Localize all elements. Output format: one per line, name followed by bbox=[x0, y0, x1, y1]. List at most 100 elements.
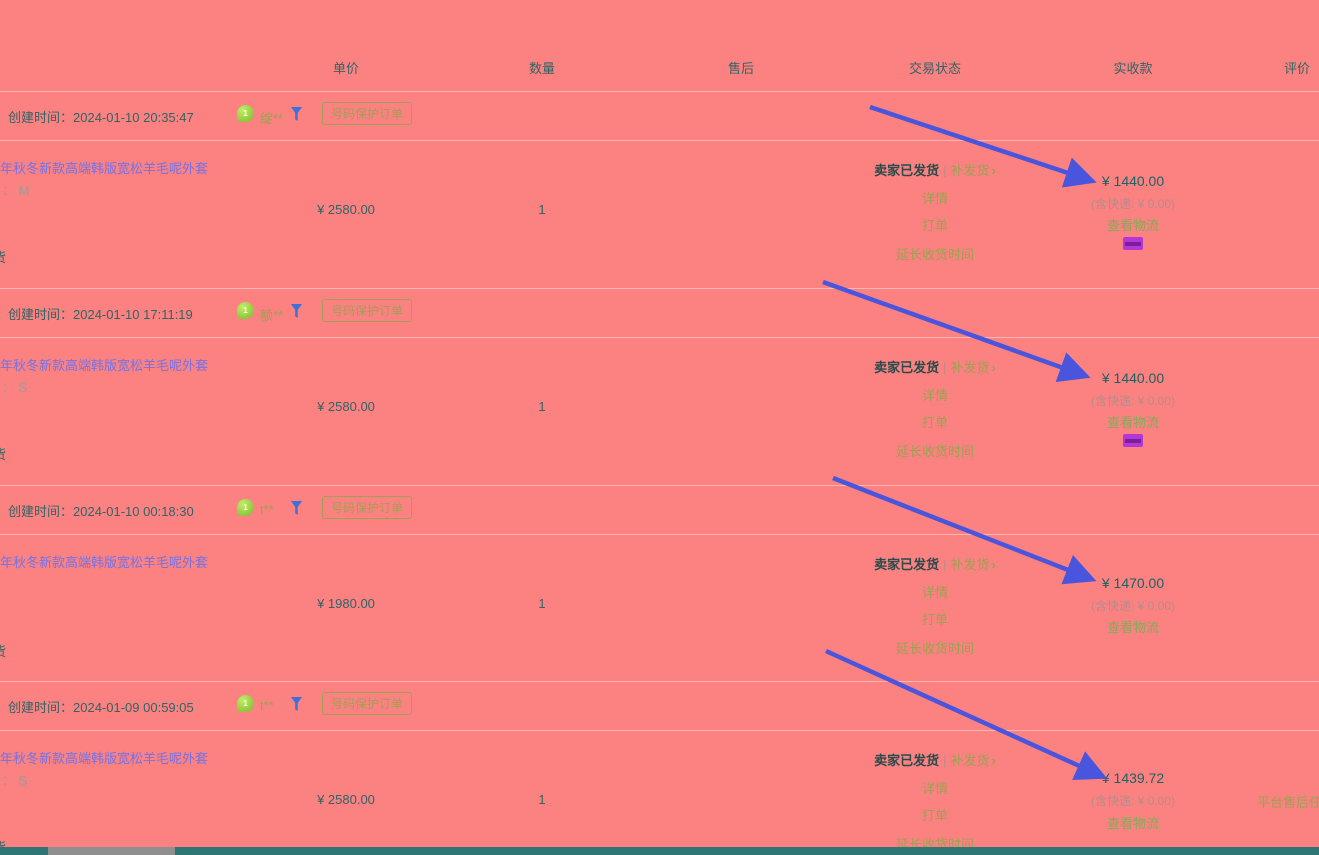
print-order-link[interactable]: 打单 bbox=[921, 808, 949, 823]
order-header-strip: 创建时间：2024-01-09 00:59:05 1 t** 号码保护订单 bbox=[0, 681, 1319, 731]
sku-size: ： S bbox=[2, 380, 28, 395]
details-link[interactable]: 详情 bbox=[921, 388, 949, 403]
product-title-link[interactable]: 年秋冬新款高端韩版宽松羊毛呢外套 bbox=[0, 161, 209, 176]
order-created-time: 创建时间：2024-01-09 00:59:05 bbox=[8, 700, 194, 715]
horizontal-scrollbar-track bbox=[0, 847, 1319, 855]
bank-card-icon[interactable] bbox=[1123, 434, 1143, 447]
bank-card-icon[interactable] bbox=[1123, 237, 1143, 250]
status-shipped-label: 卖家已发货 bbox=[874, 163, 940, 178]
buyer-nickname[interactable]: 额** bbox=[260, 308, 284, 323]
buyer-nickname[interactable]: t** bbox=[260, 698, 274, 713]
ship-button-cut-label: 货 bbox=[0, 247, 6, 266]
received-amount: ¥ 1470.00 bbox=[1101, 575, 1165, 591]
extend-receipt-link[interactable]: 延长收货时间 bbox=[895, 247, 975, 262]
chevron-right-icon[interactable]: › bbox=[991, 163, 996, 178]
print-order-link[interactable]: 打单 bbox=[921, 612, 949, 627]
status-shipped-label: 卖家已发货 bbox=[874, 753, 940, 768]
reship-link[interactable]: 补发货 bbox=[950, 753, 990, 768]
status-divider: | bbox=[943, 557, 947, 572]
unit-price: ¥ 2580.00 bbox=[317, 399, 375, 414]
order-row: 创建时间：2024-01-10 17:11:19 1 额** 号码保护订单 年秋… bbox=[0, 288, 1319, 485]
number-protection-badge: 号码保护订单 bbox=[322, 299, 413, 322]
product-title-link[interactable]: 年秋冬新款高端韩版宽松羊毛呢外套 bbox=[0, 751, 209, 766]
member-level-icon: 1 bbox=[237, 695, 254, 712]
quantity: 1 bbox=[538, 596, 546, 611]
wangwang-chat-icon[interactable] bbox=[290, 696, 303, 712]
column-header-received-amount: 实收款 bbox=[1113, 61, 1153, 76]
received-amount: ¥ 1440.00 bbox=[1101, 173, 1165, 189]
details-link[interactable]: 详情 bbox=[921, 585, 949, 600]
column-header-quantity: 数量 bbox=[528, 61, 556, 76]
view-logistics-link[interactable]: 查看物流 bbox=[1106, 816, 1160, 831]
wangwang-chat-icon[interactable] bbox=[290, 500, 303, 516]
extend-receipt-link[interactable]: 延长收货时间 bbox=[895, 641, 975, 656]
order-created-time: 创建时间：2024-01-10 20:35:47 bbox=[8, 110, 194, 125]
order-created-time: 创建时间：2024-01-10 17:11:19 bbox=[8, 307, 193, 322]
shipping-fee-note: (含快递: ¥ 0.00) bbox=[1090, 197, 1176, 211]
status-divider: | bbox=[943, 163, 947, 178]
order-row: 创建时间：2024-01-10 20:35:47 1 绽** 号码保护订单 年秋… bbox=[0, 91, 1319, 288]
number-protection-badge: 号码保护订单 bbox=[322, 692, 413, 715]
product-title-link[interactable]: 年秋冬新款高端韩版宽松羊毛呢外套 bbox=[0, 358, 209, 373]
column-header-after-sales: 售后 bbox=[727, 61, 755, 76]
sku-size: ： S bbox=[2, 773, 28, 788]
trade-status-line: 卖家已发货 | 补发货 › bbox=[874, 750, 996, 769]
member-level-icon: 1 bbox=[237, 302, 254, 319]
number-protection-badge: 号码保护订单 bbox=[322, 102, 413, 125]
shipping-fee-note: (含快递: ¥ 0.00) bbox=[1090, 599, 1176, 613]
wangwang-chat-icon[interactable] bbox=[290, 106, 303, 122]
received-amount: ¥ 1440.00 bbox=[1101, 370, 1165, 386]
trade-status-line: 卖家已发货 | 补发货 › bbox=[874, 160, 996, 179]
quantity: 1 bbox=[538, 792, 546, 807]
member-level-icon: 1 bbox=[237, 105, 254, 122]
status-divider: | bbox=[943, 753, 947, 768]
horizontal-scrollbar-thumb[interactable] bbox=[48, 847, 175, 855]
platform-after-sale-link[interactable]: 平台售后任 bbox=[1257, 795, 1319, 810]
wangwang-chat-icon[interactable] bbox=[290, 303, 303, 319]
view-logistics-link[interactable]: 查看物流 bbox=[1106, 620, 1160, 635]
trade-status-line: 卖家已发货 | 补发货 › bbox=[874, 554, 996, 573]
column-header-review: 评价 bbox=[1283, 61, 1311, 76]
number-protection-badge: 号码保护订单 bbox=[322, 496, 413, 519]
order-created-time: 创建时间：2024-01-10 00:18:30 bbox=[8, 504, 194, 519]
print-order-link[interactable]: 打单 bbox=[921, 415, 949, 430]
shipping-fee-note: (含快递: ¥ 0.00) bbox=[1090, 794, 1176, 808]
trade-status-line: 卖家已发货 | 补发货 › bbox=[874, 357, 996, 376]
column-header-trade-status: 交易状态 bbox=[908, 61, 962, 76]
chevron-right-icon[interactable]: › bbox=[991, 360, 996, 375]
print-order-link[interactable]: 打单 bbox=[921, 218, 949, 233]
status-divider: | bbox=[943, 360, 947, 375]
quantity: 1 bbox=[538, 399, 546, 414]
order-header-strip: 创建时间：2024-01-10 17:11:19 1 额** 号码保护订单 bbox=[0, 288, 1319, 338]
buyer-nickname[interactable]: 绽** bbox=[260, 111, 284, 126]
sku-size: ： M bbox=[2, 183, 30, 198]
reship-link[interactable]: 补发货 bbox=[950, 163, 990, 178]
unit-price: ¥ 1980.00 bbox=[317, 596, 375, 611]
shipping-fee-note: (含快递: ¥ 0.00) bbox=[1090, 394, 1176, 408]
status-shipped-label: 卖家已发货 bbox=[874, 557, 940, 572]
received-amount: ¥ 1439.72 bbox=[1101, 770, 1165, 786]
column-header-unit-price: 单价 bbox=[332, 61, 360, 76]
reship-link[interactable]: 补发货 bbox=[950, 360, 990, 375]
details-link[interactable]: 详情 bbox=[921, 781, 949, 796]
order-row: 创建时间：2024-01-09 00:59:05 1 t** 号码保护订单 年秋… bbox=[0, 681, 1319, 855]
details-link[interactable]: 详情 bbox=[921, 191, 949, 206]
view-logistics-link[interactable]: 查看物流 bbox=[1106, 415, 1160, 430]
unit-price: ¥ 2580.00 bbox=[317, 202, 375, 217]
ship-button-cut-label: 货 bbox=[0, 444, 6, 463]
chevron-right-icon[interactable]: › bbox=[991, 557, 996, 572]
order-row: 创建时间：2024-01-10 00:18:30 1 t** 号码保护订单 年秋… bbox=[0, 485, 1319, 682]
reship-link[interactable]: 补发货 bbox=[950, 557, 990, 572]
quantity: 1 bbox=[538, 202, 546, 217]
extend-receipt-link[interactable]: 延长收货时间 bbox=[895, 444, 975, 459]
status-shipped-label: 卖家已发货 bbox=[874, 360, 940, 375]
order-header-strip: 创建时间：2024-01-10 20:35:47 1 绽** 号码保护订单 bbox=[0, 91, 1319, 141]
product-title-link[interactable]: 年秋冬新款高端韩版宽松羊毛呢外套 bbox=[0, 555, 209, 570]
view-logistics-link[interactable]: 查看物流 bbox=[1106, 218, 1160, 233]
ship-button-cut-label: 货 bbox=[0, 641, 6, 660]
chevron-right-icon[interactable]: › bbox=[991, 753, 996, 768]
member-level-icon: 1 bbox=[237, 499, 254, 516]
buyer-nickname[interactable]: t** bbox=[260, 502, 274, 517]
order-header-strip: 创建时间：2024-01-10 00:18:30 1 t** 号码保护订单 bbox=[0, 485, 1319, 535]
unit-price: ¥ 2580.00 bbox=[317, 792, 375, 807]
